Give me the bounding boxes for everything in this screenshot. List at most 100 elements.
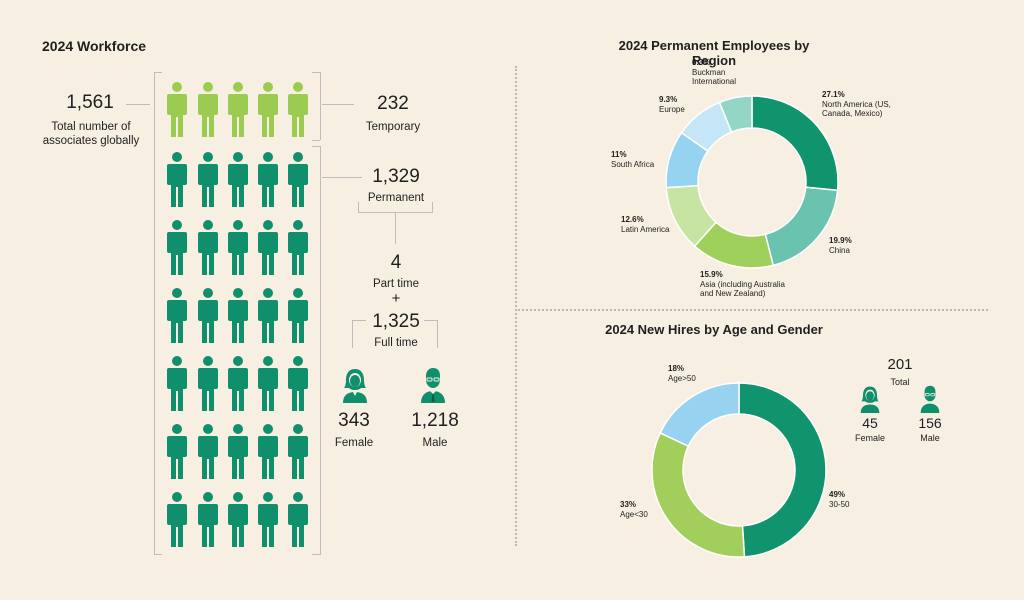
label-age-30-50: 49% 30-50 <box>829 490 879 509</box>
hires-slice-1 <box>651 431 746 558</box>
temp-bracket <box>320 72 321 140</box>
label-under30-text: Age<30 <box>620 509 648 519</box>
label-latin-america: 12.6% Latin America <box>621 215 691 234</box>
people-grid <box>0 0 308 547</box>
label-buckman: 6.3% Buckman International <box>692 58 762 87</box>
perm-sub-bracket-left <box>358 202 359 212</box>
hires-female-label: Female <box>854 433 885 443</box>
temp-bracket-bottom <box>312 140 320 141</box>
left-bracket <box>154 72 155 555</box>
label-sa-pct: 11% <box>611 150 627 159</box>
temporary-person-icon <box>167 82 187 137</box>
label-sa-text: South Africa <box>611 159 655 169</box>
temp-connector <box>322 104 354 105</box>
permanent-person-icon <box>258 220 278 275</box>
fulltime-value: 1,325 <box>372 311 420 332</box>
total-connector <box>126 104 150 105</box>
permanent-person-icon <box>198 492 218 547</box>
label-3050-text: 30-50 <box>829 499 850 509</box>
temporary-person-icon <box>288 82 308 137</box>
permanent-person-icon <box>228 288 248 343</box>
female-label: Female <box>334 437 374 449</box>
perm-bracket-bottom <box>312 554 320 555</box>
label-over50-text: Age>50 <box>668 373 696 383</box>
permanent-person-icon <box>198 220 218 275</box>
hires-slice-2 <box>659 382 740 448</box>
label-asia: 15.9% Asia (including Australia and New … <box>700 270 800 299</box>
permanent-person-icon <box>258 356 278 411</box>
permanent-person-icon <box>228 220 248 275</box>
ft-bracket-left-top <box>352 320 366 321</box>
perm-bracket <box>320 146 321 555</box>
label-europe: 9.3% Europe <box>659 95 719 114</box>
label-buckman-pct: 6.3% <box>692 58 711 67</box>
vertical-divider <box>515 66 517 546</box>
male-label: Male <box>422 437 448 449</box>
label-europe-pct: 9.3% <box>659 95 678 104</box>
hires-chart-title: 2024 New Hires by Age and Gender <box>605 322 823 337</box>
permanent-person-icon <box>228 492 248 547</box>
temporary-person-icon <box>258 82 278 137</box>
permanent-person-icon <box>258 424 278 479</box>
hires-total-label: Total <box>890 377 910 387</box>
ft-bracket-left <box>352 320 353 348</box>
label-age-under-30: 33% Age<30 <box>620 500 670 519</box>
label-3050-pct: 49% <box>829 490 846 499</box>
hires-female-icon <box>860 386 880 413</box>
permanent-person-icon <box>228 152 248 207</box>
permanent-person-icon <box>198 288 218 343</box>
permanent-person-icon <box>288 424 308 479</box>
total-label: Total number of associates globally <box>42 121 140 147</box>
permanent-person-icon <box>288 220 308 275</box>
permanent-person-icon <box>288 492 308 547</box>
permanent-person-icon <box>167 492 187 547</box>
permanent-person-icon <box>167 424 187 479</box>
female-icon <box>343 369 367 403</box>
perm-sub-stem <box>395 212 396 244</box>
label-na-pct: 27.1% <box>822 90 845 99</box>
label-asia-pct: 15.9% <box>700 270 723 279</box>
hires-male-label: Male <box>920 433 940 443</box>
hires-male-value: 156 <box>918 415 942 431</box>
ft-bracket-right <box>437 320 438 348</box>
temporary-person-icon <box>198 82 218 137</box>
permanent-value: 1,329 <box>372 166 420 187</box>
permanent-person-icon <box>288 288 308 343</box>
permanent-label: Permanent <box>367 192 425 204</box>
region-donut <box>665 95 839 269</box>
permanent-person-icon <box>258 492 278 547</box>
label-china: 19.9% China <box>829 236 879 255</box>
plus-sign: + <box>391 290 401 307</box>
label-asia-text: Asia (including Australia and New Zealan… <box>700 279 785 299</box>
temp-bracket-top <box>312 72 320 73</box>
permanent-person-icon <box>167 152 187 207</box>
temporary-person-icon <box>228 82 248 137</box>
horizontal-divider <box>518 309 988 311</box>
perm-connector <box>322 177 362 178</box>
male-value: 1,218 <box>411 410 459 431</box>
perm-bracket-top <box>312 146 320 147</box>
parttime-label: Part time <box>372 278 419 290</box>
permanent-person-icon <box>167 288 187 343</box>
ft-bracket-right-top <box>424 320 438 321</box>
label-age-over-50: 18% Age>50 <box>668 364 718 383</box>
permanent-person-icon <box>288 356 308 411</box>
permanent-person-icon <box>198 152 218 207</box>
hires-female-value: 45 <box>862 415 878 431</box>
male-icon <box>421 368 445 403</box>
hires-male-icon <box>920 385 940 413</box>
permanent-person-icon <box>198 424 218 479</box>
label-china-pct: 19.9% <box>829 236 852 245</box>
label-europe-text: Europe <box>659 104 685 114</box>
permanent-person-icon <box>167 220 187 275</box>
region-chart-title: 2024 Permanent Employees by Region <box>618 38 810 68</box>
permanent-person-icon <box>288 152 308 207</box>
permanent-person-icon <box>258 288 278 343</box>
permanent-person-icon <box>228 424 248 479</box>
perm-sub-bracket-right <box>432 202 433 212</box>
hires-donut <box>651 382 827 558</box>
permanent-person-icon <box>228 356 248 411</box>
label-la-text: Latin America <box>621 224 670 234</box>
hires-slice-0 <box>738 382 827 558</box>
temporary-value: 232 <box>377 93 409 114</box>
